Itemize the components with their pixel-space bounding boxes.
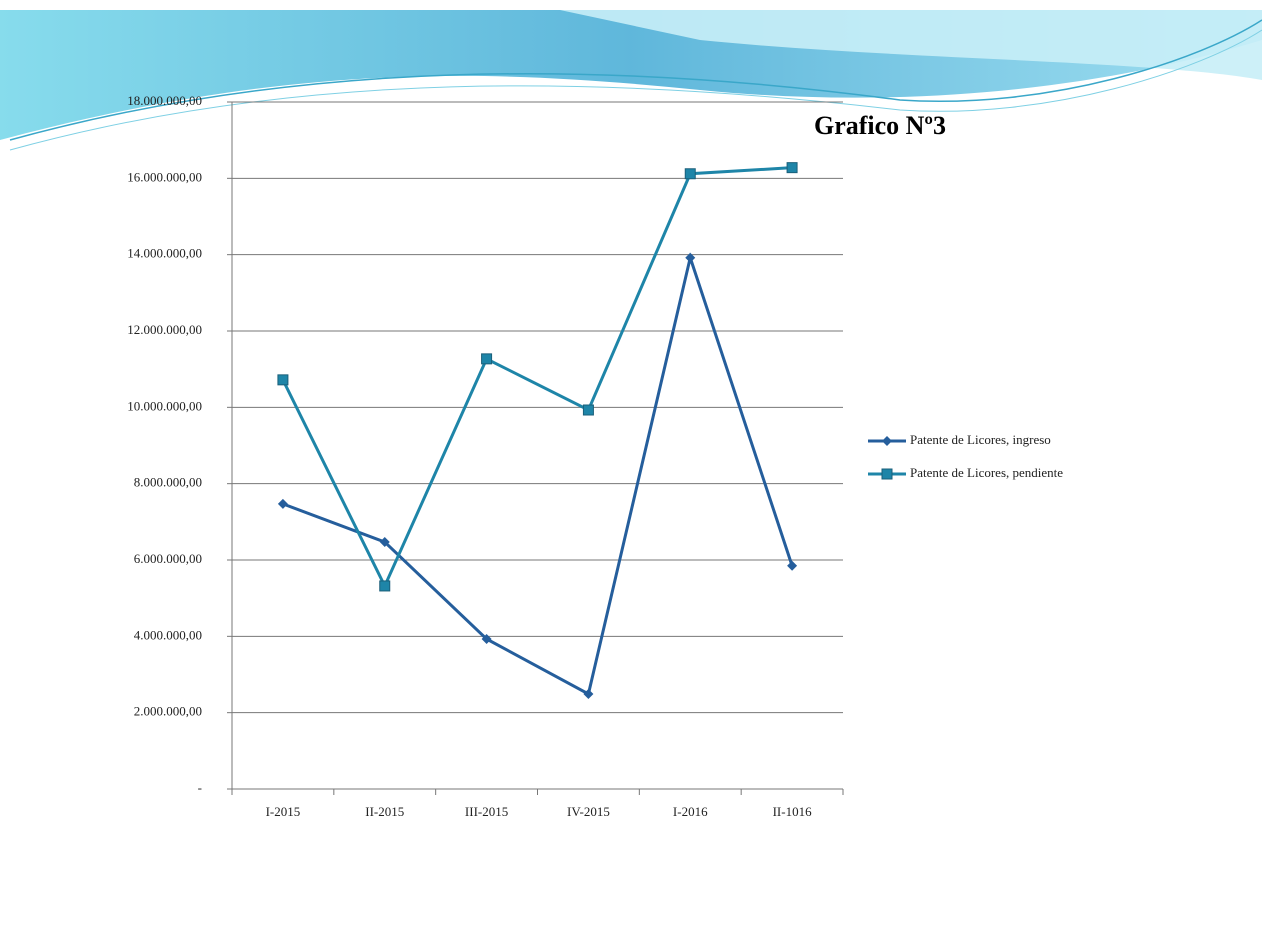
y-tick-label: 16.000.000,00	[127, 169, 202, 184]
x-tick-label: III-2015	[465, 804, 508, 819]
y-tick-label: 8.000.000,00	[134, 475, 202, 490]
legend-label: Patente de Licores, ingreso	[910, 432, 1051, 447]
decoration	[0, 10, 1262, 151]
marker	[882, 436, 892, 446]
marker	[277, 374, 289, 386]
marker	[583, 688, 594, 699]
marker	[684, 168, 696, 180]
y-tick-label: 14.000.000,00	[127, 246, 202, 261]
marker	[379, 580, 391, 592]
marker	[685, 252, 696, 263]
x-tick-label: II-2015	[365, 804, 404, 819]
y-tick-label: 18.000.000,00	[127, 93, 202, 108]
legend-label: Patente de Licores, pendiente	[910, 465, 1063, 480]
y-tick-label: 6.000.000,00	[134, 551, 202, 566]
marker	[787, 560, 798, 571]
marker	[881, 468, 893, 480]
y-tick-label: -	[198, 780, 202, 795]
line	[281, 166, 793, 590]
y-tick-label: 10.000.000,00	[127, 398, 202, 413]
marker	[277, 498, 288, 509]
marker	[481, 353, 493, 365]
marker	[481, 634, 492, 645]
plot: - 2.000.000,00 4.000.000,00 6.000.000,00 8.0…	[127, 93, 1063, 819]
x-tick-label: IV-2015	[567, 804, 610, 819]
line	[282, 252, 794, 697]
x-tick-label: II-1016	[773, 804, 812, 819]
y-tick-label: 12.000.000,00	[127, 322, 202, 337]
marker	[582, 404, 594, 416]
x-tick-label: I-2016	[673, 804, 708, 819]
y-tick-label: 2.000.000,00	[134, 704, 202, 719]
chart-title: Grafico Nº3	[814, 111, 946, 140]
marker	[786, 162, 798, 174]
x-tick-label: I-2015	[266, 804, 301, 819]
marker	[379, 537, 390, 548]
y-tick-label: 4.000.000,00	[134, 627, 202, 642]
